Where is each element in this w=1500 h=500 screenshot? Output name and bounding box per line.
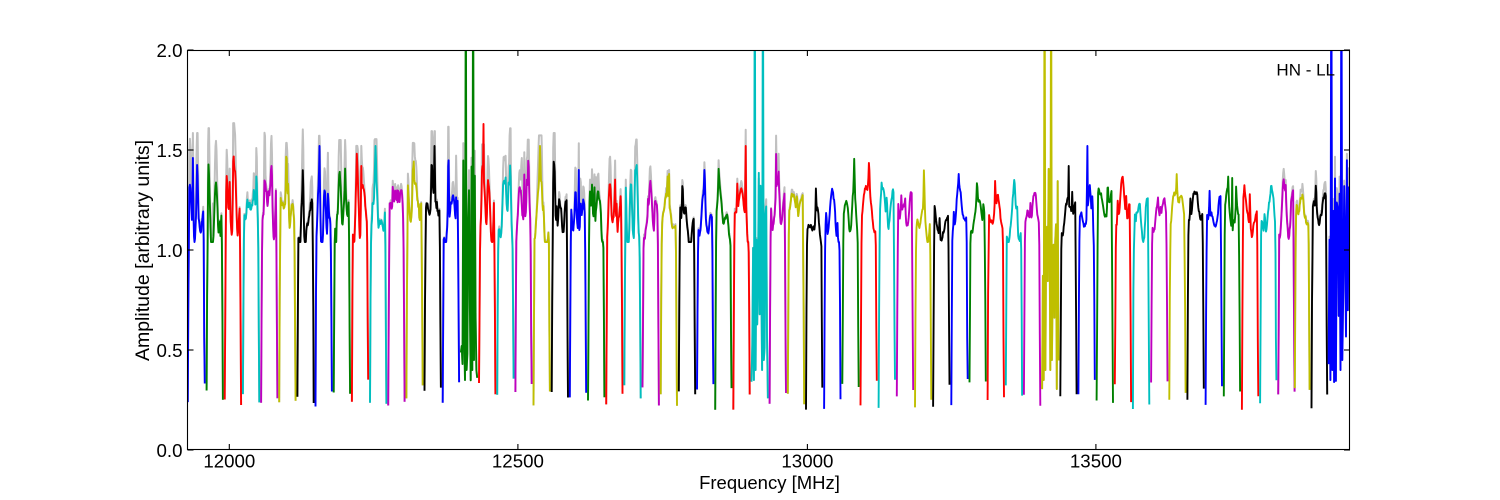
svg-text:Frequency [MHz]: Frequency [MHz] — [699, 472, 840, 493]
svg-text:HN - LL: HN - LL — [1276, 61, 1335, 80]
svg-text:12000: 12000 — [203, 451, 255, 472]
svg-text:13000: 13000 — [781, 451, 833, 472]
svg-text:13500: 13500 — [1070, 451, 1122, 472]
svg-text:12500: 12500 — [492, 451, 544, 472]
svg-text:2.0: 2.0 — [157, 40, 183, 61]
svg-text:Amplitude [arbitrary units]: Amplitude [arbitrary units] — [132, 140, 154, 361]
svg-text:0.5: 0.5 — [157, 340, 183, 361]
svg-text:0.0: 0.0 — [157, 440, 183, 461]
svg-text:1.5: 1.5 — [157, 140, 183, 161]
svg-text:1.0: 1.0 — [157, 240, 183, 261]
